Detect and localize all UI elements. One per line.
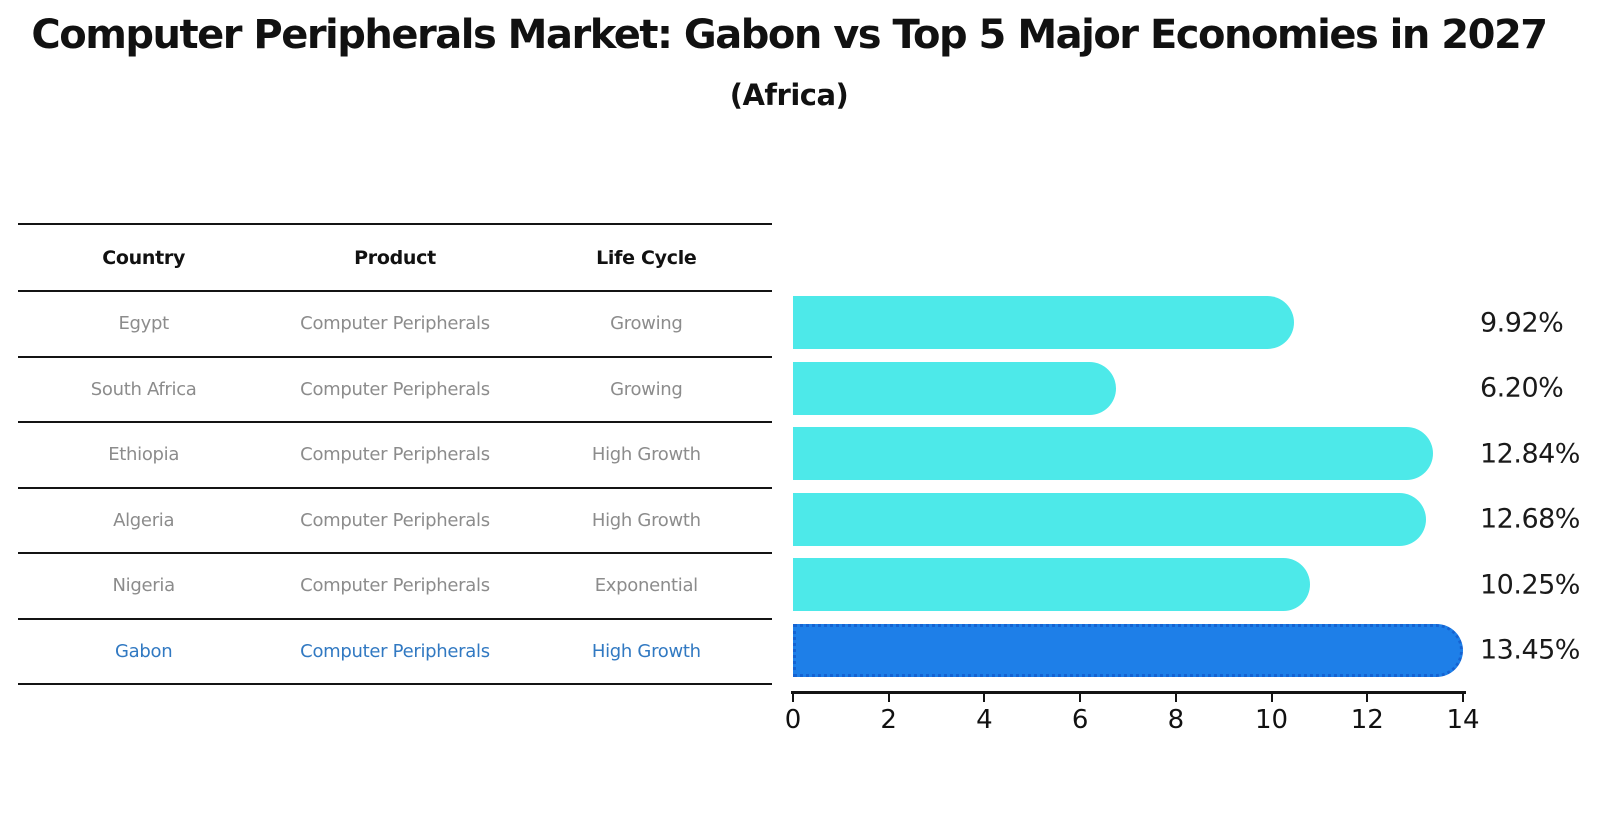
chart-title: Computer Peripherals Market: Gabon vs To… (31, 12, 1548, 58)
x-tick-14 (1462, 693, 1464, 702)
x-tick-label-2: 2 (880, 705, 897, 735)
x-tick-12 (1366, 693, 1369, 702)
x-tick-label-10: 10 (1255, 705, 1289, 735)
header-product: Product (354, 246, 436, 269)
bar-algeria (793, 492, 1426, 546)
chart-subtitle: (Africa) (729, 78, 849, 112)
value-label-algeria: 12.68% (1480, 503, 1580, 535)
country-cell: Nigeria (112, 575, 176, 597)
x-tick-label-4: 4 (976, 705, 993, 735)
table-row-algeria: Algeria Computer Peripherals High Growth (18, 489, 772, 554)
product-cell: Computer Peripherals (300, 640, 490, 662)
value-label-ethiopia: 12.84% (1480, 438, 1580, 469)
table-row-nigeria: Nigeria Computer Peripherals Exponential (18, 554, 772, 620)
country-cell: Egypt (118, 313, 169, 335)
life-cycle-cell: High Growth (591, 640, 701, 662)
x-tick-label-0: 0 (784, 705, 802, 735)
x-tick-label-6: 6 (1071, 705, 1089, 735)
life-cycle-cell: Exponential (594, 575, 698, 597)
bar-egypt (793, 296, 1294, 349)
x-tick-label-14: 14 (1446, 705, 1480, 735)
bar-ethiopia (793, 427, 1434, 480)
product-cell: Computer Peripherals (300, 444, 490, 466)
bar-gabon (793, 623, 1463, 677)
table-row-gabon: Gabon Computer Peripherals High Growth (18, 620, 772, 685)
life-cycle-cell: Growing (610, 378, 683, 400)
value-label-nigeria: 10.25% (1480, 569, 1580, 600)
product-cell: Computer Peripherals (300, 575, 490, 597)
x-tick-10 (1270, 693, 1273, 702)
product-cell: Computer Peripherals (300, 378, 490, 400)
value-label-south-africa: 6.20% (1480, 372, 1564, 404)
table-row-south-africa: South Africa Computer Peripherals Growing (18, 358, 772, 423)
country-cell: Ethiopia (108, 444, 180, 466)
bar-south-africa (793, 361, 1116, 415)
table-header-row: Country Product Life Cycle (18, 225, 772, 292)
header-country: Country (102, 246, 186, 269)
table-row-egypt: Egypt Computer Peripherals Growing (18, 292, 772, 358)
value-label-gabon: 13.45% (1480, 634, 1580, 666)
header-life-cycle: Life Cycle (596, 246, 697, 269)
x-tick-6 (1079, 693, 1082, 702)
life-cycle-cell: High Growth (591, 509, 701, 531)
x-tick-label-8: 8 (1167, 705, 1185, 735)
life-cycle-cell: Growing (610, 313, 683, 335)
country-cell: Gabon (115, 640, 173, 662)
value-label-egypt: 9.92% (1480, 307, 1564, 338)
x-tick-label-12: 12 (1350, 705, 1384, 735)
x-axis-line (791, 691, 1466, 694)
x-tick-8 (1174, 693, 1177, 702)
x-tick-4 (983, 693, 986, 702)
x-tick-2 (887, 693, 890, 702)
country-cell: South Africa (90, 378, 197, 400)
bar-nigeria (793, 558, 1310, 611)
country-cell: Algeria (113, 509, 175, 531)
x-tick-0 (792, 693, 794, 702)
table-row-ethiopia: Ethiopia Computer Peripherals High Growth (18, 423, 772, 489)
product-cell: Computer Peripherals (300, 313, 490, 335)
product-cell: Computer Peripherals (300, 509, 490, 531)
table-body: Egypt Computer Peripherals Growing South Af… (18, 292, 772, 685)
data-table: Country Product Life Cycle Egypt Computer… (18, 223, 772, 685)
life-cycle-cell: High Growth (591, 444, 701, 466)
